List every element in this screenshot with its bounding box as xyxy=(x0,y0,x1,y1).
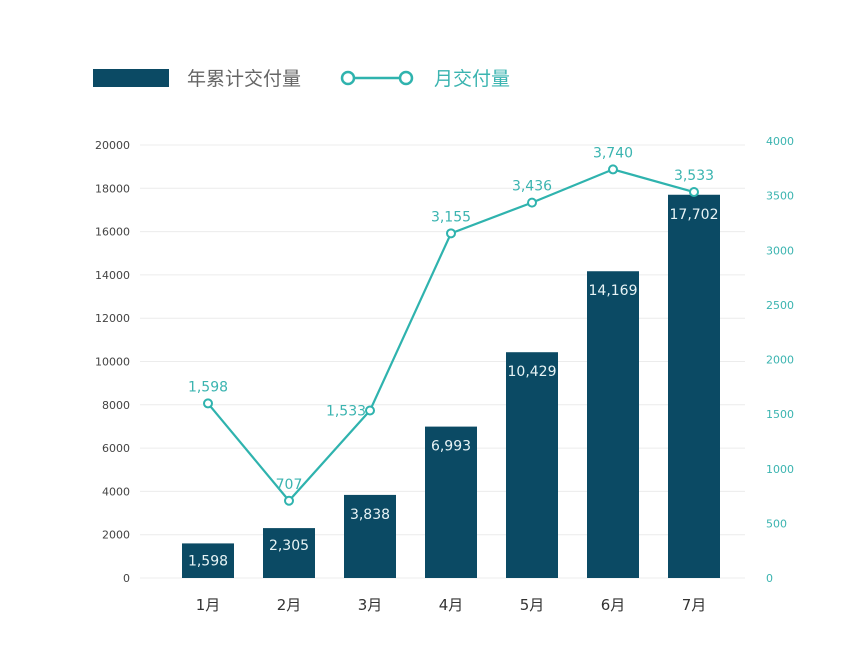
category-label: 3月 xyxy=(358,596,383,614)
category-label: 7月 xyxy=(682,596,707,614)
left-tick-label: 20000 xyxy=(95,139,130,152)
line-value-label: 3,436 xyxy=(512,179,552,195)
bar-value-label: 17,702 xyxy=(670,207,719,223)
category-label: 6月 xyxy=(601,596,626,614)
bar xyxy=(263,528,315,578)
line-value-label: 1,533 xyxy=(326,404,366,420)
line-series: 1,598 707 1,533 3,155 3,436 3,740 3,533 xyxy=(188,145,714,506)
line-point xyxy=(608,164,618,175)
legend-bar-swatch xyxy=(93,69,169,87)
right-tick-label: 4000 xyxy=(766,135,794,148)
bar-value-label: 10,429 xyxy=(508,364,557,380)
right-tick-label: 1500 xyxy=(766,408,794,421)
x-axis: 1月 2月 3月 4月 5月 6月 7月 xyxy=(196,596,707,614)
line-value-label: 707 xyxy=(276,477,303,493)
bar-value-label: 3,838 xyxy=(350,507,390,523)
left-tick-label: 6000 xyxy=(102,442,130,455)
bar xyxy=(182,543,234,578)
bar-value-label: 6,993 xyxy=(431,439,471,455)
right-tick-label: 500 xyxy=(766,517,787,530)
left-tick-label: 0 xyxy=(123,572,130,585)
category-label: 2月 xyxy=(277,596,302,614)
right-tick-label: 2500 xyxy=(766,299,794,312)
legend-line-marker-icon xyxy=(340,70,356,86)
bar xyxy=(344,494,396,578)
left-tick-label: 14000 xyxy=(95,269,130,282)
line-point xyxy=(284,495,294,506)
category-label: 1月 xyxy=(196,596,221,614)
bar xyxy=(425,426,477,578)
line-point xyxy=(527,197,537,208)
right-tick-label: 2000 xyxy=(766,354,794,367)
bar-value-label: 14,169 xyxy=(589,283,638,299)
left-tick-label: 10000 xyxy=(95,356,130,369)
left-tick-label: 18000 xyxy=(95,182,130,195)
bar xyxy=(506,352,558,578)
right-tick-label: 3500 xyxy=(766,190,794,203)
left-tick-label: 2000 xyxy=(102,529,130,542)
category-label: 4月 xyxy=(439,596,464,614)
bar-value-label: 1,598 xyxy=(188,553,228,569)
legend-line-label: 月交付量 xyxy=(434,68,510,90)
right-axis: 0 500 1000 1500 2000 2500 3000 3500 4000 xyxy=(766,135,794,585)
legend-bar-label: 年累计交付量 xyxy=(187,68,301,90)
line-point xyxy=(446,228,456,239)
left-tick-label: 4000 xyxy=(102,485,130,498)
right-tick-label: 1000 xyxy=(766,463,794,476)
bar xyxy=(668,194,720,578)
bar xyxy=(587,271,639,578)
left-tick-label: 12000 xyxy=(95,312,130,325)
line-point xyxy=(365,405,375,416)
bar-series: 1,598 2,305 3,838 6,993 10,429 14,169 17,702 xyxy=(182,194,720,578)
line-value-label: 3,740 xyxy=(593,145,633,161)
category-label: 5月 xyxy=(520,596,545,614)
line-point xyxy=(689,187,699,198)
right-tick-label: 0 xyxy=(766,572,773,585)
bar-value-label: 2,305 xyxy=(269,538,309,554)
line-value-label: 1,598 xyxy=(188,379,228,395)
legend: 年累计交付量 月交付量 xyxy=(93,68,510,90)
left-tick-label: 16000 xyxy=(95,226,130,239)
left-tick-label: 8000 xyxy=(102,399,130,412)
line-value-label: 3,155 xyxy=(431,209,471,225)
right-tick-label: 3000 xyxy=(766,244,794,257)
left-axis: 0 2000 4000 6000 8000 10000 12000 14000 16000 180… xyxy=(95,139,130,585)
legend-line-marker-icon xyxy=(398,70,414,86)
line-point xyxy=(203,398,213,409)
line-value-label: 3,533 xyxy=(674,168,714,184)
